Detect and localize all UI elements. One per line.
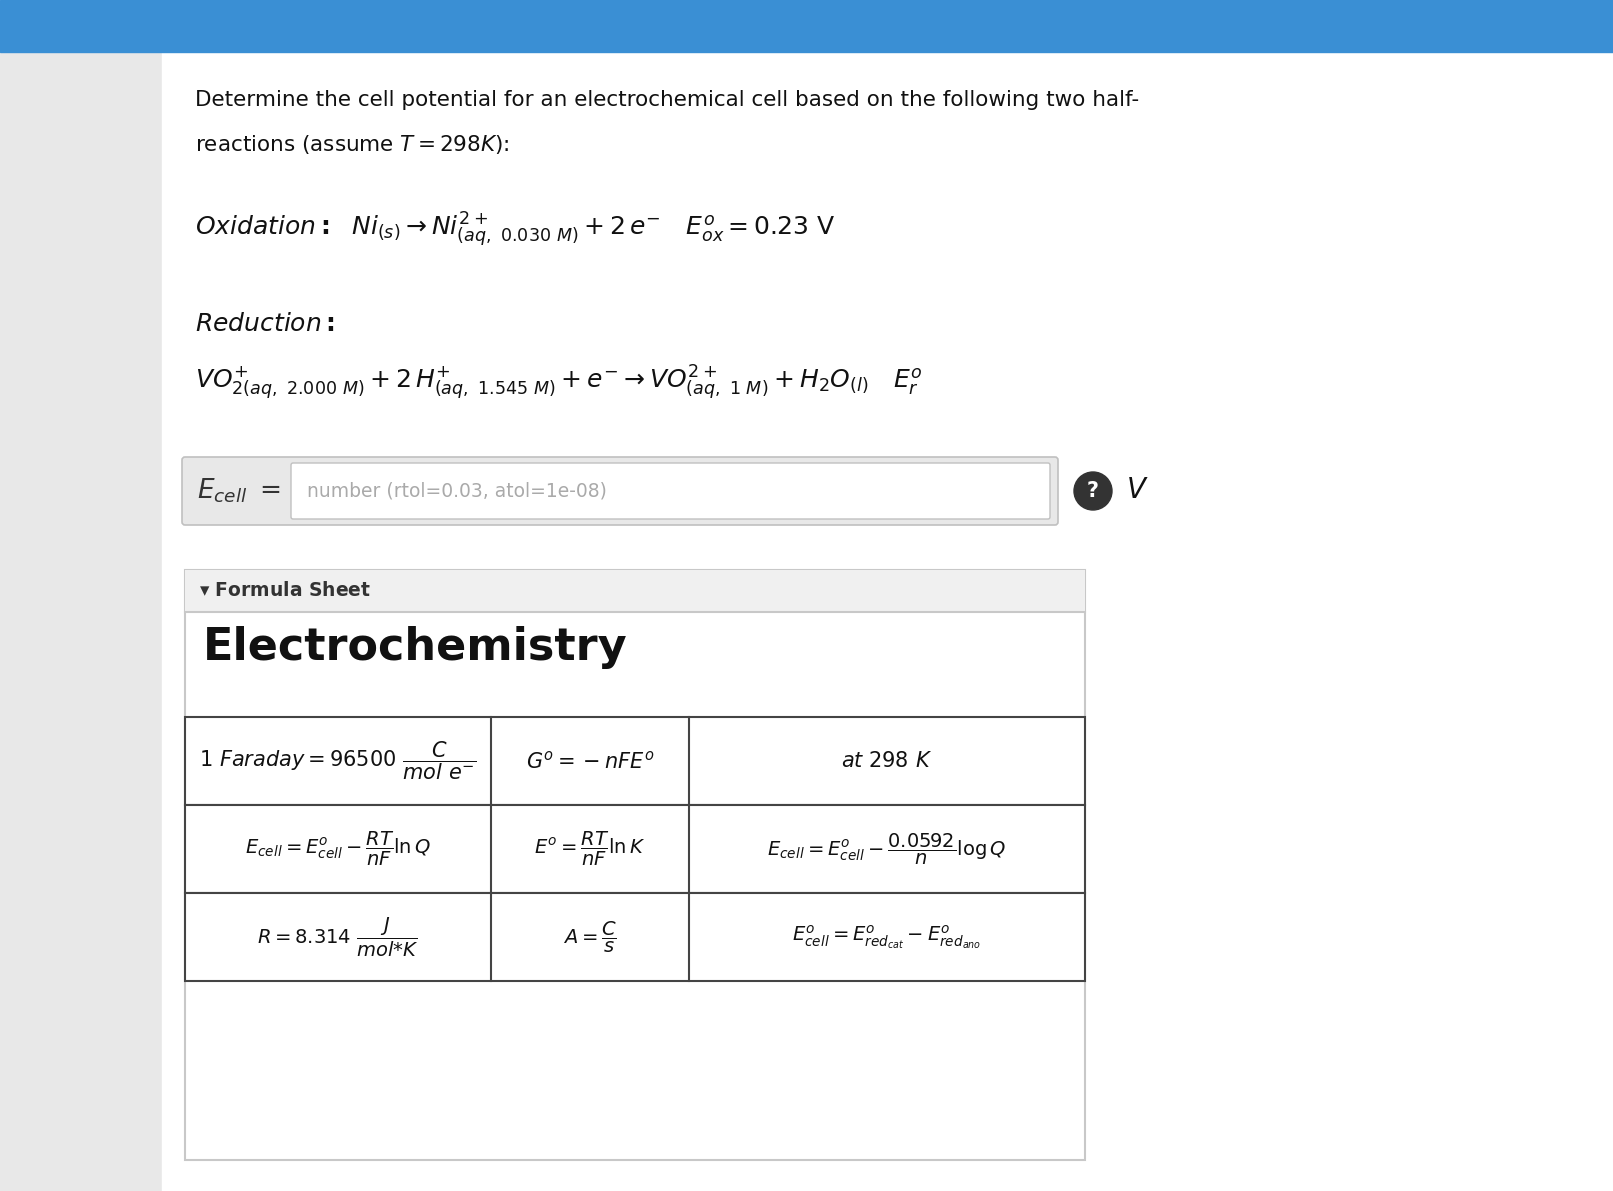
Text: $at\ 298\ K$: $at\ 298\ K$	[842, 752, 932, 771]
Bar	[185, 570, 1086, 612]
Text: $\mathbf{\mathit{Oxidation}}$$\mathbf{:}\ \ $$\mathit{Ni}_{(s)} \rightarrow \mat: $\mathbf{\mathit{Oxidation}}$$\mathbf{:}…	[195, 210, 836, 249]
Bar	[185, 893, 1086, 981]
Bar	[0, 52, 161, 1191]
Text: $E^{o}_{cell} = E^{o}_{red_{cat}} - E^{o}_{red_{ano}}$: $E^{o}_{cell} = E^{o}_{red_{cat}} - E^{o…	[792, 923, 982, 950]
Text: number (rtol=0.03, atol=1e-08): number (rtol=0.03, atol=1e-08)	[306, 481, 606, 500]
Bar	[185, 805, 1086, 893]
Text: Electrochemistry: Electrochemistry	[203, 626, 627, 669]
Bar	[161, 52, 1613, 1191]
Text: $E_{cell} = E^{o}_{cell} - \dfrac{RT}{nF}\ln Q$: $E_{cell} = E^{o}_{cell} - \dfrac{RT}{nF…	[245, 830, 431, 868]
Text: $V$: $V$	[1126, 478, 1148, 505]
Text: $\mathbf{\mathit{Reduction}}$$\mathbf{:}$: $\mathbf{\mathit{Reduction}}$$\mathbf{:}…	[195, 313, 336, 336]
Text: $\blacktriangledown$ Formula Sheet: $\blacktriangledown$ Formula Sheet	[198, 581, 371, 600]
Text: $E_{cell} = E^{o}_{cell} - \dfrac{0.0592}{n}\log Q$: $E_{cell} = E^{o}_{cell} - \dfrac{0.0592…	[768, 831, 1007, 867]
Text: $E_{cell}\ =$: $E_{cell}\ =$	[197, 476, 281, 505]
Text: $E^{o} = \dfrac{RT}{nF}\ln K$: $E^{o} = \dfrac{RT}{nF}\ln K$	[534, 830, 645, 868]
Text: reactions (assume $T = 298K$):: reactions (assume $T = 298K$):	[195, 133, 510, 156]
Circle shape	[1074, 472, 1111, 510]
Text: $A = \dfrac{C}{s}$: $A = \dfrac{C}{s}$	[563, 919, 616, 954]
Text: $R = 8.314\ \dfrac{J}{mol{*}K}$: $R = 8.314\ \dfrac{J}{mol{*}K}$	[256, 916, 419, 959]
Text: $\mathit{VO}^{+}_{2(aq,\ 2.000\ M)} + 2\,\mathit{H}^{+}_{(aq,\ 1.545\ M)} + e^{-: $\mathit{VO}^{+}_{2(aq,\ 2.000\ M)} + 2\…	[195, 363, 923, 401]
Text: ?: ?	[1087, 481, 1098, 501]
Bar	[185, 717, 1086, 805]
FancyBboxPatch shape	[182, 457, 1058, 525]
Bar	[185, 570, 1086, 1160]
Text: Determine the cell potential for an electrochemical cell based on the following : Determine the cell potential for an elec…	[195, 91, 1139, 110]
FancyBboxPatch shape	[290, 463, 1050, 519]
Bar	[0, 0, 1613, 52]
Text: $1\ Faraday = 96500\ \dfrac{C}{mol\ e^{-}}$: $1\ Faraday = 96500\ \dfrac{C}{mol\ e^{-…	[198, 740, 477, 782]
Text: $G^{o} = -nFE^{o}$: $G^{o} = -nFE^{o}$	[526, 750, 655, 772]
